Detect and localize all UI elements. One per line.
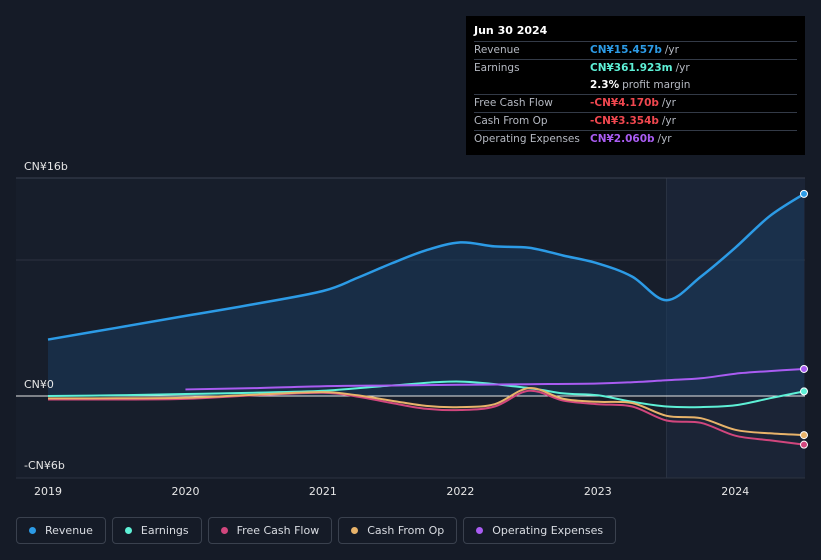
series-line-cash-from-op: [47, 387, 805, 437]
series-line-operating-expenses: [185, 368, 805, 391]
legend-item-operating-expenses[interactable]: Operating Expenses: [463, 517, 617, 544]
legend-dot-icon: [351, 527, 359, 534]
x-tick-label: 2024: [721, 485, 749, 498]
y-label-zero: CN¥0: [24, 378, 54, 391]
y-label-bottom: -CN¥6b: [24, 459, 65, 472]
tooltip-label: Earnings: [474, 62, 520, 74]
legend-dot-icon: [220, 527, 228, 534]
legend-label: Cash From Op: [367, 524, 445, 537]
tooltip: Jun 30 2024 Revenue CN¥15.457b/yr Earnings…: [466, 16, 805, 155]
x-tick-label: 2022: [446, 485, 474, 498]
series-endpoint-earnings: [800, 387, 808, 396]
legend: Revenue Earnings Free Cash Flow Cash From O…: [16, 517, 617, 546]
revenue-area: [48, 193, 804, 396]
series-endpoint-cash-from-op: [800, 431, 808, 440]
y-label-top: CN¥16b: [24, 160, 68, 173]
tooltip-row: Free Cash Flow -CN¥4.170b/yr: [474, 94, 797, 112]
legend-label: Earnings: [140, 524, 189, 537]
tooltip-value: 2.3%: [590, 79, 620, 91]
tooltip-unit: /yr: [675, 62, 690, 74]
tooltip-label: Revenue: [474, 44, 520, 56]
legend-label: Revenue: [45, 524, 93, 537]
tooltip-row: Earnings CN¥361.923m/yr: [474, 59, 797, 77]
x-tick-label: 2020: [171, 485, 199, 498]
tooltip-row: Cash From Op -CN¥3.354b/yr: [474, 112, 797, 130]
tooltip-unit: /yr: [657, 133, 672, 145]
tooltip-unit: /yr: [661, 97, 676, 109]
legend-item-cash-from-op[interactable]: Cash From Op: [338, 517, 458, 544]
legend-label: Free Cash Flow: [236, 524, 320, 537]
tooltip-unit: /yr: [664, 44, 679, 56]
legend-item-earnings[interactable]: Earnings: [111, 517, 202, 544]
tooltip-value: CN¥361.923m: [590, 62, 673, 74]
tooltip-label: [474, 77, 590, 94]
x-tick-label: 2019: [34, 485, 62, 498]
series-endpoint-free-cash-flow: [800, 440, 808, 449]
tooltip-value: CN¥2.060b: [590, 133, 655, 145]
tooltip-label: Cash From Op: [474, 115, 548, 127]
x-tick-label: 2023: [584, 485, 612, 498]
tooltip-unit: /yr: [661, 115, 676, 127]
legend-item-revenue[interactable]: Revenue: [16, 517, 106, 544]
legend-dot-icon: [476, 527, 484, 534]
tooltip-label: Operating Expenses: [474, 133, 580, 145]
legend-item-free-cash-flow[interactable]: Free Cash Flow: [207, 517, 333, 544]
tooltip-unit: profit margin: [622, 79, 691, 91]
x-tick-label: 2021: [309, 485, 337, 498]
tooltip-row: 2.3% profit margin: [474, 77, 797, 94]
tooltip-date: Jun 30 2024: [474, 24, 548, 37]
tooltip-value: CN¥15.457b: [590, 44, 662, 56]
tooltip-label: Free Cash Flow: [474, 97, 553, 109]
legend-dot-icon: [29, 527, 36, 534]
tooltip-value: -CN¥3.354b: [590, 115, 659, 127]
series-endpoint-revenue: [800, 189, 808, 198]
series-endpoint-operating-expenses: [800, 364, 808, 373]
tooltip-value: -CN¥4.170b: [590, 97, 659, 109]
legend-dot-icon: [124, 527, 132, 534]
tooltip-row: Operating Expenses CN¥2.060b/yr: [474, 130, 797, 148]
tooltip-row: Revenue CN¥15.457b/yr: [474, 41, 797, 59]
series-line-revenue: [47, 192, 805, 341]
legend-label: Operating Expenses: [492, 524, 604, 537]
